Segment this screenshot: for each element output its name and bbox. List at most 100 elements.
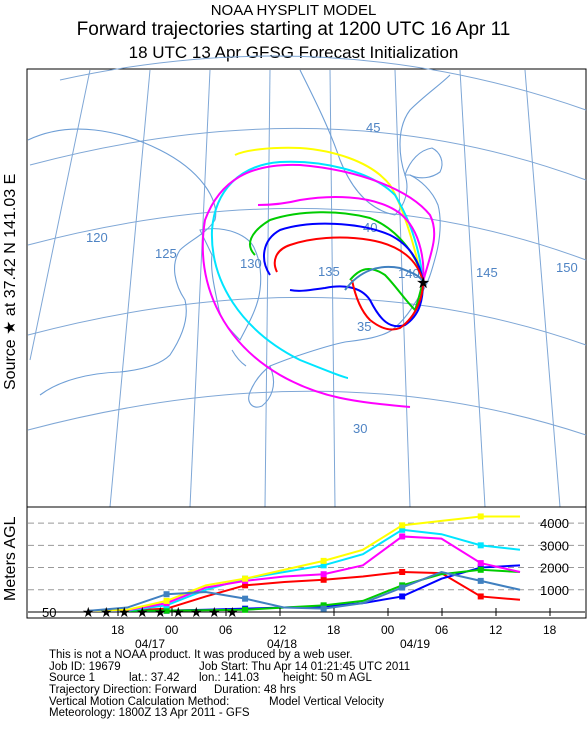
x-tick-label: 00 bbox=[381, 623, 395, 637]
lat-line-35 bbox=[27, 296, 587, 346]
series-line-steelblue bbox=[87, 570, 521, 612]
lon-label-125: 125 bbox=[155, 246, 177, 261]
series-point-green bbox=[320, 602, 327, 609]
x-date-label: 04/19 bbox=[400, 637, 430, 651]
series-point-yellow bbox=[242, 575, 249, 582]
height-x-ticks bbox=[117, 608, 551, 616]
height-frame bbox=[26, 506, 587, 619]
series-point-cyan bbox=[477, 542, 484, 549]
map-panel: 120 125 130 135 140 145 150 45 40 35 30 bbox=[26, 55, 587, 508]
series-point-green bbox=[163, 607, 170, 614]
series-point-yellow bbox=[320, 557, 327, 564]
x-tick-label: 06 bbox=[435, 623, 449, 637]
x-tick-label: 06 bbox=[219, 623, 233, 637]
height-x-tick-labels: 18000612180006121800061218 bbox=[111, 623, 557, 637]
vertical-method: Vertical Motion Calculation Method: bbox=[49, 695, 230, 708]
height-series bbox=[87, 513, 521, 614]
lat-line-45 bbox=[29, 127, 587, 181]
x-tick-label: 12 bbox=[273, 623, 287, 637]
series-point-yellow bbox=[163, 597, 170, 604]
series-line-cyan bbox=[87, 528, 521, 612]
lon-line-115 bbox=[29, 69, 91, 361]
y-tick-label: 2000 bbox=[540, 561, 569, 576]
series-point-magenta bbox=[399, 533, 406, 540]
traj-magenta bbox=[201, 163, 436, 408]
chart-subtitle-2: 18 UTC 13 Apr GFSG Forecast Initializati… bbox=[128, 43, 459, 62]
series-point-red bbox=[242, 582, 249, 589]
trajectory-direction: Trajectory Direction: Forward bbox=[49, 684, 197, 697]
coast-korea bbox=[199, 228, 262, 341]
coast-honshu bbox=[269, 174, 441, 367]
y-tick-label: 3000 bbox=[540, 538, 569, 553]
star-icon: ★ bbox=[190, 604, 203, 620]
height-y-axis-label: Meters AGL bbox=[2, 516, 19, 601]
series-point-red bbox=[477, 593, 484, 600]
disclaimer-line: This is not a NOAA product. It was produ… bbox=[49, 649, 353, 661]
chart-subtitle: Forward trajectories starting at 1200 UT… bbox=[76, 19, 511, 40]
traj-green-2 bbox=[349, 268, 424, 312]
traj-red bbox=[273, 236, 424, 283]
lon-label-130: 130 bbox=[240, 256, 262, 271]
series-point-cyan bbox=[320, 562, 327, 569]
source-height: height: 50 m AGL bbox=[283, 672, 372, 685]
lon-label-150: 150 bbox=[556, 260, 578, 275]
lon-line-150 bbox=[524, 69, 561, 508]
x-tick-label: 12 bbox=[489, 623, 503, 637]
coast-kyushu bbox=[248, 365, 275, 408]
coast-hokkaido bbox=[404, 147, 443, 179]
map-frame bbox=[26, 68, 587, 508]
lat-line-40 bbox=[27, 207, 587, 261]
lat-label-30: 30 bbox=[353, 421, 367, 436]
series-point-red bbox=[320, 576, 327, 583]
star-icon: ★ bbox=[100, 604, 113, 620]
lon-label-145: 145 bbox=[476, 265, 498, 280]
lon-label-135: 135 bbox=[318, 264, 340, 279]
traj-blue-2 bbox=[289, 281, 424, 328]
duration: Duration: 48 hrs bbox=[214, 684, 296, 697]
source-lat: lat.: 37.42 bbox=[129, 672, 180, 685]
lat-line-50 bbox=[59, 55, 587, 111]
series-point-cyan bbox=[399, 526, 406, 533]
vertical-method-value: Model Vertical Velocity bbox=[269, 695, 385, 708]
series-point-green bbox=[477, 566, 484, 573]
grid-labels: 120 125 130 135 140 145 150 45 40 35 30 bbox=[86, 120, 578, 436]
coast-islands bbox=[231, 349, 247, 367]
lon-line-130 bbox=[264, 69, 271, 508]
series-point-steelblue bbox=[477, 577, 484, 584]
lon-label-120: 120 bbox=[86, 230, 108, 245]
star-icon: ★ bbox=[172, 604, 185, 620]
job-info-footer: This is not a NOAA product. It was produ… bbox=[49, 649, 586, 720]
source-height-label: 50 bbox=[42, 605, 56, 620]
traj-magenta-2 bbox=[257, 196, 425, 283]
y-tick-label: 4000 bbox=[540, 516, 569, 531]
source-marker: ★ bbox=[416, 275, 430, 292]
star-icon: ★ bbox=[118, 604, 131, 620]
traj-red-2 bbox=[351, 279, 424, 331]
star-icon: ★ bbox=[82, 604, 95, 620]
x-tick-label: 18 bbox=[327, 623, 341, 637]
lon-line-140 bbox=[394, 69, 411, 508]
time-markers: ★ ★ ★ ★ ★ ★ ★ ★ ★ bbox=[82, 604, 239, 620]
x-date-label: 04/18 bbox=[267, 637, 297, 651]
height-y-tick-labels: 1000 2000 3000 4000 bbox=[540, 516, 569, 598]
lon-line-145 bbox=[459, 69, 486, 508]
job-start: Job Start: Thu Apr 14 01:21:45 UTC 2011 bbox=[199, 660, 411, 673]
series-line-yellow bbox=[87, 515, 520, 612]
meteorology: Meteorology: 1800Z 13 Apr 2011 - GFS bbox=[49, 707, 250, 720]
chart-title: NOAA HYSPLIT MODEL bbox=[210, 2, 377, 19]
x-tick-label: 00 bbox=[165, 623, 179, 637]
y-tick-label: 1000 bbox=[540, 583, 569, 598]
source-number: Source 1 bbox=[49, 672, 96, 685]
series-point-blue bbox=[399, 593, 406, 600]
series-point-red bbox=[399, 569, 406, 575]
series-point-magenta bbox=[477, 560, 484, 567]
star-icon: ★ bbox=[208, 604, 221, 620]
star-icon: ★ bbox=[226, 604, 239, 620]
source-lon: lon.: 141.03 bbox=[199, 672, 260, 685]
star-icon: ★ bbox=[136, 604, 149, 620]
lat-label-45: 45 bbox=[366, 120, 380, 135]
x-tick-label: 18 bbox=[111, 623, 125, 637]
lon-line-135 bbox=[329, 69, 336, 508]
